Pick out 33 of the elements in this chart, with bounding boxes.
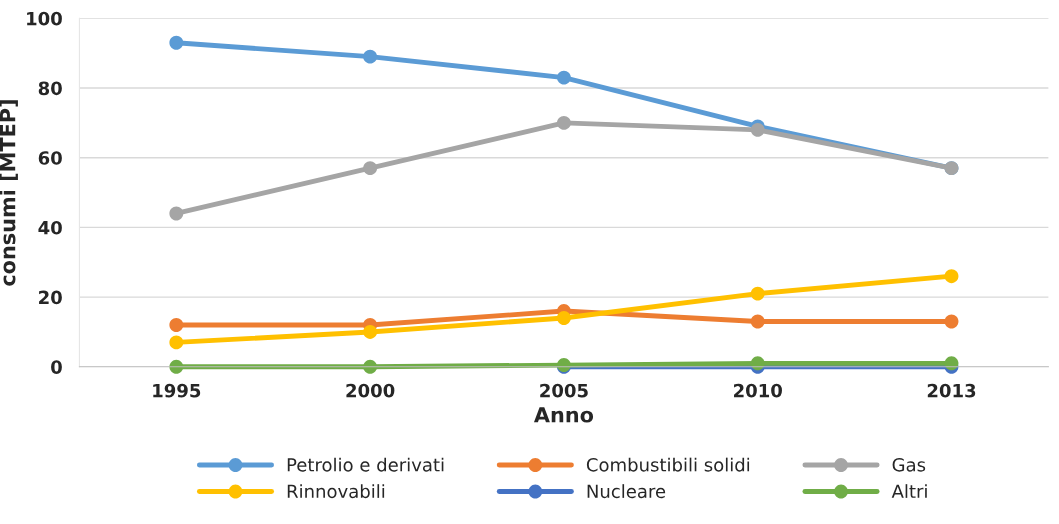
y-tick-label: 20 (39, 290, 62, 305)
y-axis-title: consumi [MTEP] (0, 100, 18, 286)
legend-label: Petrolio e derivati (287, 457, 444, 472)
legend-label: Nucleare (587, 484, 666, 499)
x-tick-label: 1995 (153, 383, 201, 398)
y-tick-label: 60 (38, 151, 62, 165)
legend-label: Altri (891, 484, 927, 498)
point (556, 311, 571, 325)
point (750, 286, 765, 301)
point (363, 49, 378, 64)
x-tick-label: 2000 (346, 383, 395, 398)
point (750, 314, 765, 329)
point (169, 35, 184, 50)
legend-label: Rinnovabili (287, 484, 385, 499)
x-axis-title: Anno (533, 407, 594, 423)
point (556, 70, 571, 85)
x-tick-label: 2010 (734, 383, 782, 398)
legend-label: Combustibili solidi (586, 457, 750, 472)
point (363, 325, 378, 339)
point (944, 314, 959, 329)
point (169, 206, 184, 221)
y-tick-label: 100 (27, 11, 62, 26)
point (169, 335, 184, 350)
point (556, 115, 571, 130)
y-tick-label: 80 (38, 81, 62, 96)
legend-label: Gas (892, 457, 926, 472)
y-tick-label: 40 (38, 220, 62, 235)
x-tick-label: 2005 (540, 383, 588, 398)
point (169, 318, 184, 332)
point (363, 161, 378, 176)
y-tick-label: 0 (51, 360, 62, 374)
x-tick-label: 2013 (927, 383, 976, 398)
point (944, 269, 959, 284)
